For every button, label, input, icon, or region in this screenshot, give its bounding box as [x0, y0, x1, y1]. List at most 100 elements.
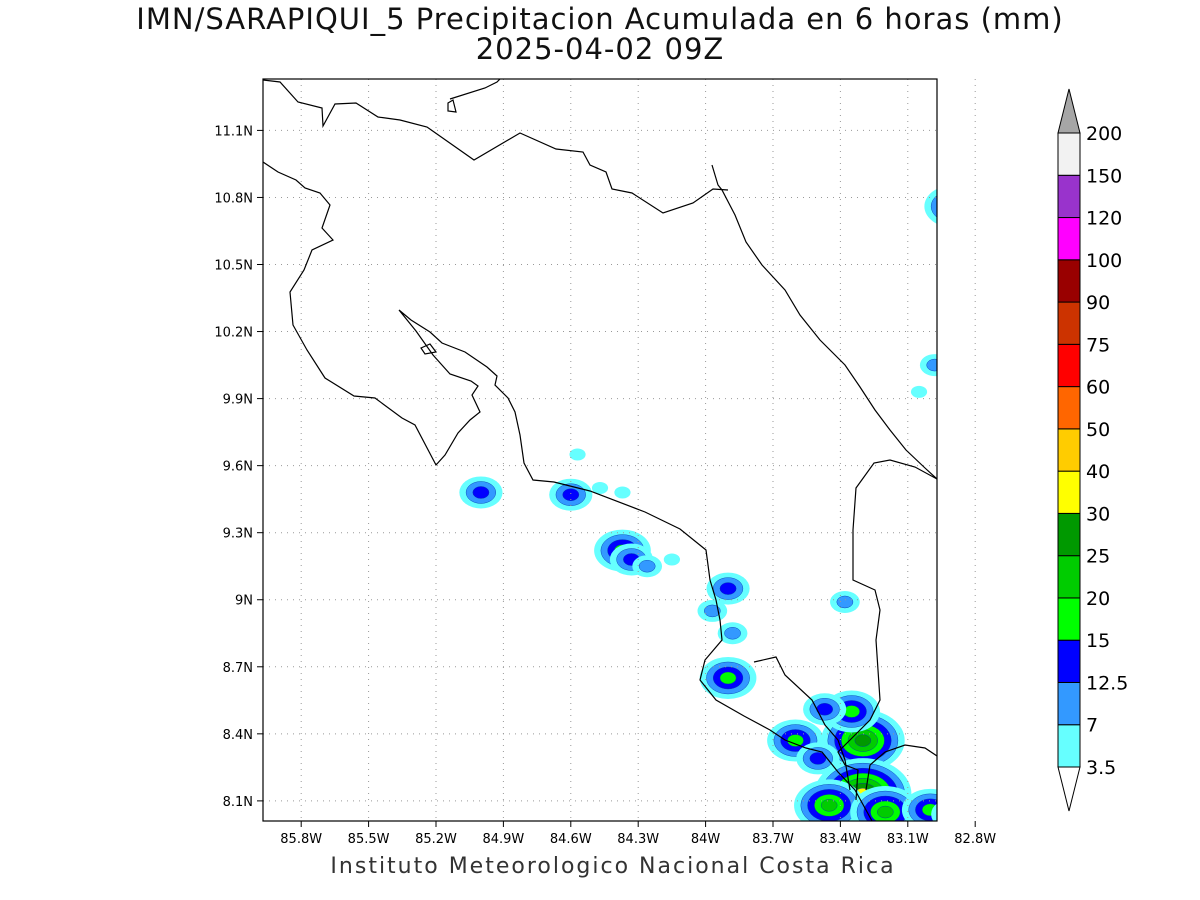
colorbar-label: 12.5 — [1086, 672, 1128, 694]
colorbar-segment — [1057, 512, 1081, 557]
x-tick-label: 83.1W — [887, 832, 929, 847]
colorbar-segment — [1057, 301, 1081, 345]
colorbar-segment — [1057, 724, 1081, 768]
rain-contour — [930, 195, 937, 218]
colorbar-segment — [1057, 343, 1081, 388]
rain-cell — [794, 779, 865, 821]
colorbar-label: 75 — [1086, 334, 1110, 356]
colorbar-label: 60 — [1086, 377, 1110, 399]
x-tick-label: 83.7W — [752, 832, 794, 847]
rain-contour — [663, 553, 680, 566]
y-tick-label: 10.5N — [214, 259, 253, 274]
colorbar-segment — [1057, 470, 1081, 514]
rain-contour — [836, 595, 854, 609]
x-tick-label: 84.3W — [617, 832, 659, 847]
rain-cell — [706, 572, 750, 605]
rain-contour — [926, 358, 937, 372]
colorbar-legend: 3.5 7 12.5 15 20 25 30 40 50 60 75 90 100 120 150 200 — [1057, 88, 1128, 812]
nicaragua-coastline — [263, 79, 729, 214]
colorbar-label: 25 — [1086, 546, 1110, 568]
rain-contour — [614, 486, 631, 499]
rain-cell — [803, 693, 847, 726]
costa-rica-pacific-coastline — [263, 161, 873, 821]
rain-cell — [958, 780, 1015, 822]
rain-contour — [965, 785, 1008, 817]
plot-frame — [262, 78, 938, 822]
x-axis-ticks: 85.8W 85.5W 85.2W 84.9W 84.6W 84.3W 84W 83.7W 83… — [280, 821, 996, 847]
y-tick-label: 10.2N — [214, 326, 253, 341]
colorbar-segment — [1057, 555, 1081, 599]
colorbar-label: 15 — [1086, 630, 1110, 652]
colorbar-label: 40 — [1086, 461, 1110, 483]
rain-cell — [924, 188, 968, 224]
rain-cell — [632, 555, 663, 578]
rain-contour — [562, 488, 580, 501]
rain-contour — [938, 803, 968, 825]
rain-cell — [591, 481, 609, 494]
panama-chiriqui-coast — [865, 744, 937, 791]
x-tick-label: 84W — [691, 832, 721, 847]
x-tick-label: 83.4W — [819, 832, 861, 847]
rain-cell — [910, 385, 928, 398]
colorbar-segment — [1057, 639, 1081, 683]
rain-cell — [459, 476, 503, 509]
rain-contour — [994, 806, 1010, 818]
colorbar-label: 3.5 — [1086, 757, 1116, 779]
colorbar-label: 20 — [1086, 588, 1110, 610]
rain-contour — [972, 790, 1002, 812]
x-tick-label: 84.9W — [482, 832, 524, 847]
y-tick-label: 9.3N — [223, 527, 253, 542]
colorbar-label: 50 — [1086, 419, 1110, 441]
colorbar-label: 90 — [1086, 292, 1110, 314]
colorbar-segment — [1057, 259, 1081, 303]
lake-islet — [447, 99, 457, 113]
footer-credit: Instituto Meteorologico Nacional Costa R… — [330, 854, 896, 879]
rain-contour — [958, 780, 1015, 822]
colorbar-segment — [1057, 386, 1081, 430]
rain-cell — [569, 448, 586, 461]
x-tick-label: 85.8W — [280, 832, 322, 847]
x-tick-label: 82.8W — [954, 832, 996, 847]
rain-cell — [663, 553, 680, 566]
rain-cell — [830, 590, 860, 613]
coastline-layer — [263, 79, 937, 821]
rain-cell — [697, 599, 728, 622]
rain-cell — [901, 788, 937, 821]
colorbar-segment — [1057, 174, 1081, 219]
x-tick-label: 85.2W — [415, 832, 457, 847]
rain-cell — [717, 622, 748, 645]
rain-contour — [591, 481, 609, 494]
rain-contour — [981, 796, 1024, 828]
x-tick-label: 84.6W — [550, 832, 592, 847]
y-tick-label: 8.7N — [223, 661, 253, 676]
nicoya-gulf-island — [420, 343, 438, 355]
grid-lines — [263, 79, 976, 821]
rain-contour — [719, 671, 737, 685]
osa-peninsula-coastline — [753, 656, 851, 791]
rain-cell — [614, 486, 631, 499]
rain-contour — [638, 560, 656, 573]
x-tick-label: 85.5W — [348, 832, 390, 847]
y-tick-label: 9N — [235, 594, 253, 609]
y-tick-label: 10.8N — [214, 191, 253, 206]
rain-cell — [974, 791, 1031, 833]
panama-border — [837, 459, 937, 801]
colorbar-label: 150 — [1086, 165, 1122, 187]
rain-contour — [724, 627, 741, 640]
y-axis-ticks: 11.1N 10.8N 10.5N 10.2N 9.9N 9.6N 9.3N 9N 8.7N 8.… — [214, 124, 263, 810]
colorbar-lower-arrow — [1057, 766, 1081, 812]
rain-contour — [910, 385, 928, 398]
nicaragua-lake-shore — [449, 79, 501, 100]
colorbar-label: 30 — [1086, 503, 1110, 525]
rain-contour — [924, 188, 937, 224]
rain-contour — [809, 752, 827, 765]
rain-contour — [704, 604, 721, 618]
colorbar-label: 120 — [1086, 208, 1122, 230]
rain-cell — [699, 656, 757, 699]
colorbar-upper-arrow — [1057, 88, 1081, 134]
colorbar-label: 200 — [1086, 123, 1122, 145]
rain-contour — [938, 195, 968, 217]
precipitation-layer — [459, 188, 1031, 833]
chart-subtitle-date: 2025-04-02 09Z — [475, 32, 725, 66]
